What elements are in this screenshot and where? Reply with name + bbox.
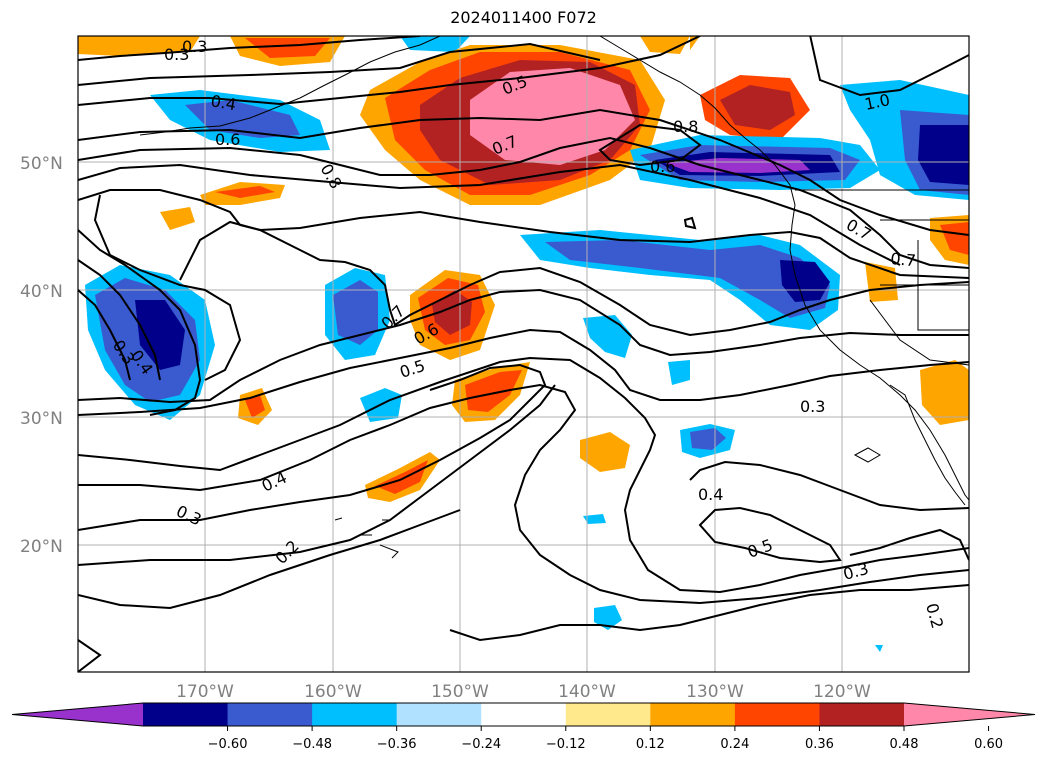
- lon-label: 150°W: [431, 682, 489, 702]
- colorbar-tick-label: −0.48: [292, 737, 332, 752]
- coastlines: [139, 36, 969, 559]
- colorbar-segment: [481, 703, 567, 726]
- contour-label: 1.0: [863, 90, 892, 114]
- colorbar-tick-label: −0.24: [461, 737, 501, 752]
- colorbar-segment: [396, 703, 482, 726]
- colorbar-extend-min: [12, 703, 143, 726]
- colorbar-tick-label: 0.60: [974, 737, 1003, 752]
- lat-label: 40°N: [20, 282, 63, 302]
- colorbar-segment: [650, 703, 736, 726]
- colorbar-tick-label: 0.36: [805, 737, 834, 752]
- lon-label: 140°W: [558, 682, 616, 702]
- colorbar-tick-label: 0.24: [720, 737, 749, 752]
- colorbar-segment: [734, 703, 820, 726]
- colorbar: −0.60 −0.48 −0.36 −0.24 −0.12 0.12 0.24 0.36 0.4…: [11, 702, 1036, 752]
- colorbar-tick-label: −0.36: [377, 737, 417, 752]
- colorbar-tick-label: 0.48: [890, 737, 919, 752]
- lat-label: 20°N: [20, 537, 63, 557]
- latitude-labels: 50°N 40°N 30°N 20°N: [20, 154, 63, 557]
- contour-labels: 0.3 0.4 0.6 0.8 0.5 0.7 0.8 0.6 1.0 0.7 …: [109, 37, 947, 631]
- chart-title: 2024011400 F072: [450, 8, 597, 27]
- contour-label: 0.4: [698, 485, 723, 504]
- colorbar-segment: [227, 703, 313, 726]
- contour-label: 0.3: [800, 397, 825, 416]
- contour-label: 0.4: [209, 91, 237, 114]
- contour-label: 0.3: [164, 45, 189, 64]
- lon-label: 160°W: [304, 682, 362, 702]
- longitude-labels: 170°W 160°W 150°W 140°W 130°W 120°W: [176, 682, 871, 702]
- contour-label: 0.7: [890, 249, 917, 270]
- contour-label: 0.6: [215, 130, 240, 149]
- colorbar-extend-max: [904, 703, 1035, 726]
- lon-label: 120°W: [813, 682, 871, 702]
- colorbar-segment: [819, 703, 905, 726]
- lon-label: 170°W: [176, 682, 234, 702]
- colorbar-outline: [11, 702, 1036, 727]
- contour-label: 0.8: [673, 117, 698, 136]
- contour-label: 0.6: [650, 157, 675, 176]
- colorbar-segment: [312, 703, 398, 726]
- contour-lines: [78, 36, 969, 672]
- lon-label: 130°W: [686, 682, 744, 702]
- colorbar-segment: [565, 703, 651, 726]
- map-frame: [77, 35, 970, 673]
- colorbar-tick-label: −0.60: [208, 737, 248, 752]
- colorbar-tick-label: 0.12: [636, 737, 665, 752]
- lat-label: 50°N: [20, 154, 63, 174]
- lat-label: 30°N: [20, 409, 63, 429]
- colorbar-tick-label: −0.12: [546, 737, 586, 752]
- contour-label: 0.3: [182, 37, 207, 56]
- colorbar-segment: [143, 703, 229, 726]
